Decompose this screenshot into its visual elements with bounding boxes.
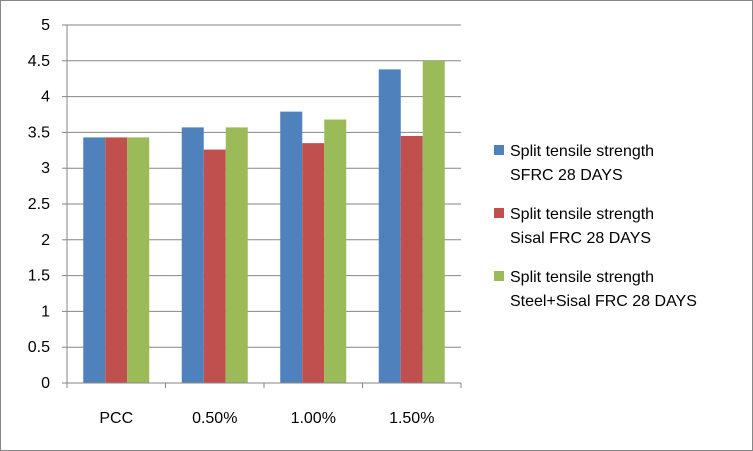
bar: [302, 143, 325, 383]
bars: [83, 60, 445, 384]
x-tick-label: 1.00%: [291, 410, 336, 427]
y-tick-label: 2: [41, 232, 50, 249]
bar: [378, 69, 401, 383]
bar: [280, 111, 303, 384]
y-tick-label: 1: [41, 303, 50, 320]
legend-swatch: [494, 271, 504, 281]
y-tick-labels: 0 0.5 1 1.5 2 2.5 3 3.5 4 4.5 5: [28, 17, 50, 392]
legend-label: Split tensile strength SFRC 28 DAYS: [510, 143, 654, 184]
y-tick-label: 0: [41, 375, 50, 392]
y-tick-label: 1.5: [28, 268, 50, 285]
y-tick-label: 2.5: [28, 196, 50, 213]
bar: [324, 119, 347, 384]
y-tick-label: 4.5: [28, 53, 50, 70]
axes: [62, 24, 462, 388]
legend-label: Split tensile strength Steel+Sisal FRC 28…: [510, 269, 697, 310]
y-tick-label: 0.5: [28, 339, 50, 356]
bar: [105, 137, 128, 383]
x-tick-label: 0.50%: [192, 410, 237, 427]
y-tick-label: 3: [41, 160, 50, 177]
legend: Split tensile strength SFRC 28 DAYS Split …: [494, 143, 697, 310]
legend-swatch: [494, 208, 504, 218]
bar: [181, 127, 204, 383]
bar: [225, 127, 248, 383]
bar: [83, 137, 106, 383]
bar: [422, 60, 445, 384]
x-tick-label: 1.50%: [389, 410, 434, 427]
y-tick-label: 4: [41, 89, 50, 106]
bar: [400, 135, 423, 383]
legend-swatch: [494, 145, 504, 155]
bar: [127, 137, 150, 383]
bar: [203, 149, 226, 383]
x-tick-label: PCC: [99, 410, 133, 427]
y-tick-label: 5: [41, 17, 50, 34]
y-tick-label: 3.5: [28, 124, 50, 141]
legend-label: Split tensile strength Sisal FRC 28 DAYS: [510, 206, 654, 247]
x-tick-labels: PCC 0.50% 1.00% 1.50%: [99, 410, 434, 427]
